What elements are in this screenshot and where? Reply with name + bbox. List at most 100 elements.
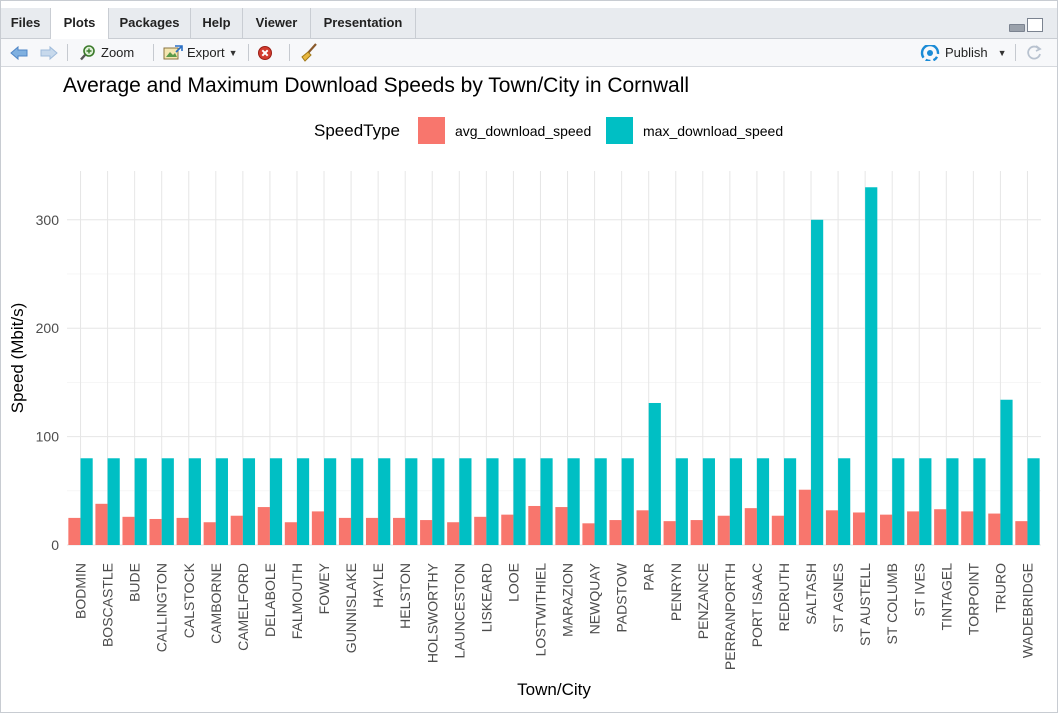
bar-avg xyxy=(528,505,541,545)
export-button[interactable]: Export ▼ xyxy=(163,39,238,66)
bar-avg xyxy=(852,512,866,545)
bar-max xyxy=(378,458,391,545)
y-tick-label: 0 xyxy=(51,537,59,553)
x-tick-label: TORPOINT xyxy=(965,563,981,636)
x-tick-label: FOWEY xyxy=(316,562,332,614)
back-button[interactable] xyxy=(9,39,29,66)
bar-max xyxy=(729,458,743,545)
tab-files[interactable]: Files xyxy=(1,8,51,38)
x-tick-label: HELSTON xyxy=(397,563,413,629)
y-tick-label: 300 xyxy=(36,212,60,228)
bar-avg xyxy=(447,522,460,545)
zoom-button[interactable]: Zoom xyxy=(79,39,134,66)
bar-max xyxy=(756,458,770,545)
bar-avg xyxy=(825,510,839,545)
chevron-down-icon: ▼ xyxy=(228,47,238,58)
bar-max xyxy=(161,458,174,545)
bar-avg xyxy=(420,520,433,545)
bar-max xyxy=(702,458,715,545)
bar-max xyxy=(1027,458,1040,545)
tab-help[interactable]: Help xyxy=(191,8,243,38)
x-tick-label: SALTASH xyxy=(803,563,819,625)
bar-max xyxy=(432,458,445,545)
bar-avg xyxy=(771,515,784,545)
tab-viewer[interactable]: Viewer xyxy=(243,8,311,38)
legend-label-max: max_download_speed xyxy=(643,123,783,139)
bar-avg xyxy=(880,514,893,545)
x-tick-label: CAMBORNE xyxy=(208,563,224,644)
back-arrow-icon xyxy=(10,45,28,60)
bar-avg xyxy=(663,521,676,545)
bar-max xyxy=(811,219,824,546)
bar-max xyxy=(107,458,120,545)
bar-max xyxy=(594,458,607,545)
x-tick-label: PORT ISAAC xyxy=(749,563,765,647)
bar-max xyxy=(513,458,526,545)
tab-presentation[interactable]: Presentation xyxy=(311,8,416,38)
forward-button[interactable] xyxy=(39,39,59,66)
x-tick-label: LOSTWITHIEL xyxy=(532,563,548,657)
bar-max xyxy=(351,458,364,545)
bar-max xyxy=(324,458,337,545)
bar-avg xyxy=(907,511,920,545)
bar-avg xyxy=(122,516,135,545)
bar-avg xyxy=(1015,521,1028,545)
bar-max xyxy=(269,458,283,545)
bar-avg xyxy=(961,511,974,545)
x-tick-label: REDRUTH xyxy=(776,563,792,631)
x-tick-label: ST COLUMB xyxy=(884,563,900,644)
bar-avg xyxy=(393,517,406,545)
x-tick-label: TINTAGEL xyxy=(938,563,954,631)
bar-avg xyxy=(365,517,379,545)
x-tick-label: HAYLE xyxy=(370,563,386,608)
x-tick-label: PAR xyxy=(641,563,657,591)
bar-max xyxy=(973,458,986,545)
tab-label: Viewer xyxy=(255,15,298,30)
bar-max xyxy=(215,458,228,545)
y-tick-label: 200 xyxy=(36,320,60,336)
x-tick-label: PERRANPORTH xyxy=(722,563,738,670)
bar-max xyxy=(838,458,851,545)
x-tick-label: PENRYN xyxy=(668,563,684,621)
x-tick-label: PENZANCE xyxy=(695,563,711,639)
bar-avg xyxy=(95,503,108,545)
bar-max xyxy=(459,458,472,545)
bar-max xyxy=(296,458,310,545)
x-tick-label: FALMOUTH xyxy=(289,563,305,639)
bar-max xyxy=(134,458,147,545)
remove-plot-button[interactable] xyxy=(257,39,273,66)
clear-all-button[interactable] xyxy=(299,39,319,66)
x-tick-label: CAMELFORD xyxy=(235,563,251,651)
bar-avg xyxy=(798,489,812,545)
y-axis-title: Speed (Mbit/s) xyxy=(8,303,27,414)
y-tick-label: 100 xyxy=(36,429,60,445)
refresh-button[interactable] xyxy=(1025,39,1043,66)
chevron-down-icon: ▼ xyxy=(997,47,1007,58)
bar-avg xyxy=(988,513,1001,545)
x-axis-title: Town/City xyxy=(517,680,591,699)
bar-avg xyxy=(555,507,568,545)
plot-panel xyxy=(67,171,1041,545)
zoom-icon xyxy=(80,44,95,60)
bar-avg xyxy=(338,517,352,545)
bar-avg xyxy=(609,520,622,545)
tab-label: Presentation xyxy=(323,15,403,30)
x-tick-label: CALLINGTON xyxy=(154,563,170,652)
plots-toolbar: Zoom Export ▼ Publish ▼ xyxy=(1,39,1057,67)
publish-button[interactable]: Publish ▼ xyxy=(919,39,1007,66)
maximize-pane-icon[interactable] xyxy=(1027,18,1043,32)
legend-label-avg: avg_download_speed xyxy=(455,123,591,139)
bar-avg xyxy=(690,520,703,545)
bar-max xyxy=(80,458,93,545)
tab-label: Plots xyxy=(63,15,96,30)
export-label: Export xyxy=(187,45,225,60)
minimize-pane-icon[interactable] xyxy=(1009,24,1025,32)
x-tick-label: LISKEARD xyxy=(478,563,494,632)
window-controls xyxy=(1009,18,1043,32)
bar-max xyxy=(946,458,959,545)
tab-packages[interactable]: Packages xyxy=(109,8,191,38)
tab-plots[interactable]: Plots xyxy=(51,8,109,39)
x-tick-label: MARAZION xyxy=(560,563,576,637)
bar-avg xyxy=(311,511,325,545)
bar-chart: 0 100 200 300 BODMIN BOSCASTLE BUDE CALLINGTON C… xyxy=(8,74,1041,699)
